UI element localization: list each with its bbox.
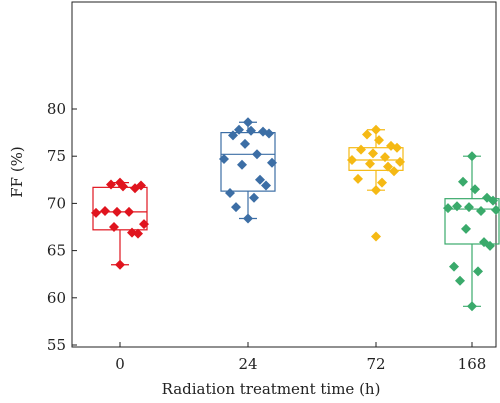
box-24 xyxy=(220,121,276,220)
box-iqr xyxy=(444,198,500,245)
box-iqr xyxy=(92,186,148,231)
data-point xyxy=(106,179,116,190)
y-tick-label: 80 xyxy=(47,100,66,118)
data-point xyxy=(124,206,134,217)
data-point xyxy=(240,138,250,149)
data-point xyxy=(380,152,390,163)
data-point xyxy=(470,184,480,195)
box-iqr xyxy=(348,147,404,171)
data-point xyxy=(443,203,453,214)
data-point xyxy=(252,149,262,160)
data-point xyxy=(225,188,235,199)
data-point xyxy=(383,161,393,172)
y-tick-label: 55 xyxy=(47,336,66,354)
x-axis: 0 24 72 168 xyxy=(115,342,486,373)
data-point xyxy=(476,205,486,216)
data-point xyxy=(234,124,244,135)
data-point xyxy=(243,213,253,224)
data-point xyxy=(264,128,274,139)
data-point xyxy=(115,259,125,270)
data-point xyxy=(133,228,143,239)
data-point xyxy=(246,125,256,136)
data-point xyxy=(467,301,477,312)
data-point xyxy=(461,223,471,234)
y-tick-label: 65 xyxy=(47,242,66,260)
data-point xyxy=(371,185,381,196)
data-point xyxy=(231,202,241,213)
data-point xyxy=(136,180,146,191)
x-tick-label: 24 xyxy=(238,355,257,373)
data-point xyxy=(118,181,128,192)
x-axis-title: Radiation treatment time (h) xyxy=(162,380,381,398)
data-point xyxy=(261,180,271,191)
data-point xyxy=(491,205,500,216)
data-point xyxy=(473,266,483,277)
x-tick-label: 168 xyxy=(458,355,487,373)
data-point xyxy=(458,176,468,187)
data-point xyxy=(455,275,465,286)
data-point xyxy=(374,135,384,146)
box-168 xyxy=(444,155,500,307)
x-tick-label: 0 xyxy=(115,355,125,373)
box-0 xyxy=(92,182,148,266)
data-point xyxy=(228,130,238,141)
data-point xyxy=(371,124,381,135)
data-point xyxy=(464,202,474,213)
data-point xyxy=(467,151,477,162)
data-point xyxy=(237,159,247,170)
data-point xyxy=(395,156,405,167)
data-point xyxy=(353,173,363,184)
data-point xyxy=(365,158,375,169)
data-point xyxy=(485,240,495,251)
points-group xyxy=(91,117,500,312)
box-group xyxy=(92,121,500,307)
data-point xyxy=(377,177,387,188)
data-point xyxy=(249,192,259,203)
data-point xyxy=(243,117,253,128)
data-point xyxy=(109,222,119,232)
data-point xyxy=(112,206,122,217)
data-point xyxy=(267,157,277,168)
data-point xyxy=(91,207,101,218)
data-point xyxy=(356,144,366,155)
data-point xyxy=(255,174,265,185)
data-point xyxy=(362,129,372,140)
data-point xyxy=(100,205,110,216)
data-point xyxy=(139,219,149,230)
y-tick-label: 70 xyxy=(47,194,66,212)
data-point xyxy=(219,154,229,165)
y-axis-title: FF (%) xyxy=(8,146,26,198)
plot-frame xyxy=(71,1,497,348)
data-point xyxy=(389,166,399,177)
data-point xyxy=(368,148,378,159)
y-tick-label: 60 xyxy=(47,289,66,307)
data-point xyxy=(392,142,402,153)
data-point xyxy=(347,154,357,165)
data-point xyxy=(452,201,462,212)
x-tick-label: 72 xyxy=(366,355,385,373)
data-point xyxy=(488,195,498,206)
data-point xyxy=(127,227,137,238)
y-axis: 55 60 65 70 75 80 xyxy=(47,100,77,354)
data-point xyxy=(371,231,381,242)
data-point xyxy=(449,261,459,272)
y-tick-label: 75 xyxy=(47,147,66,165)
